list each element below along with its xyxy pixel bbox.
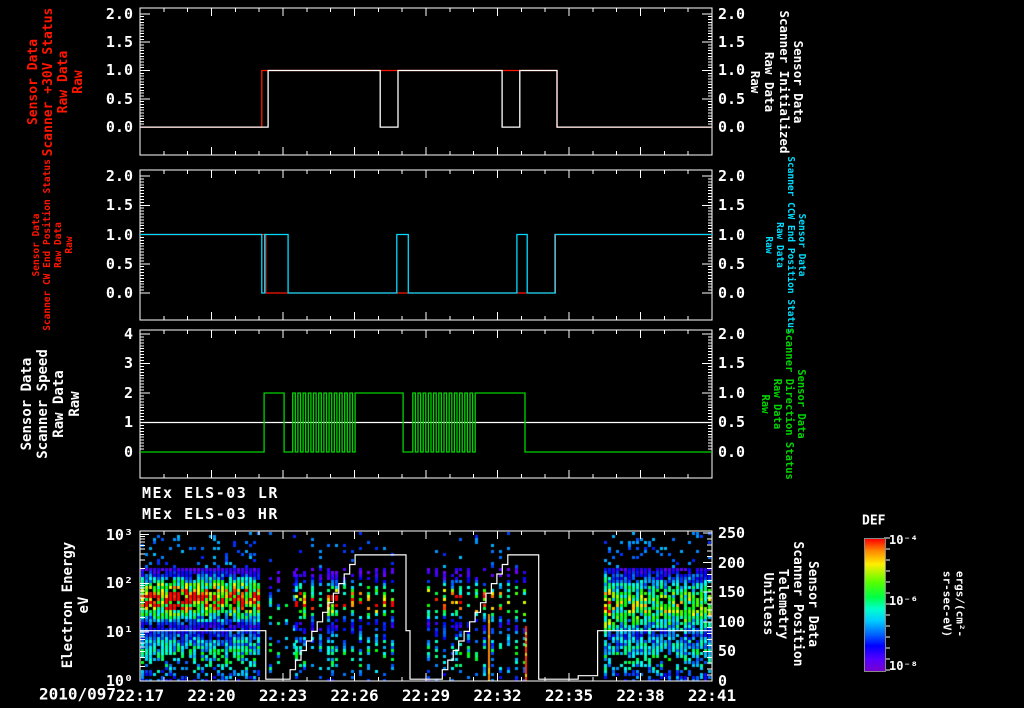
colorbar-gradient xyxy=(864,538,886,672)
electron-energy-spectrogram xyxy=(141,532,712,681)
